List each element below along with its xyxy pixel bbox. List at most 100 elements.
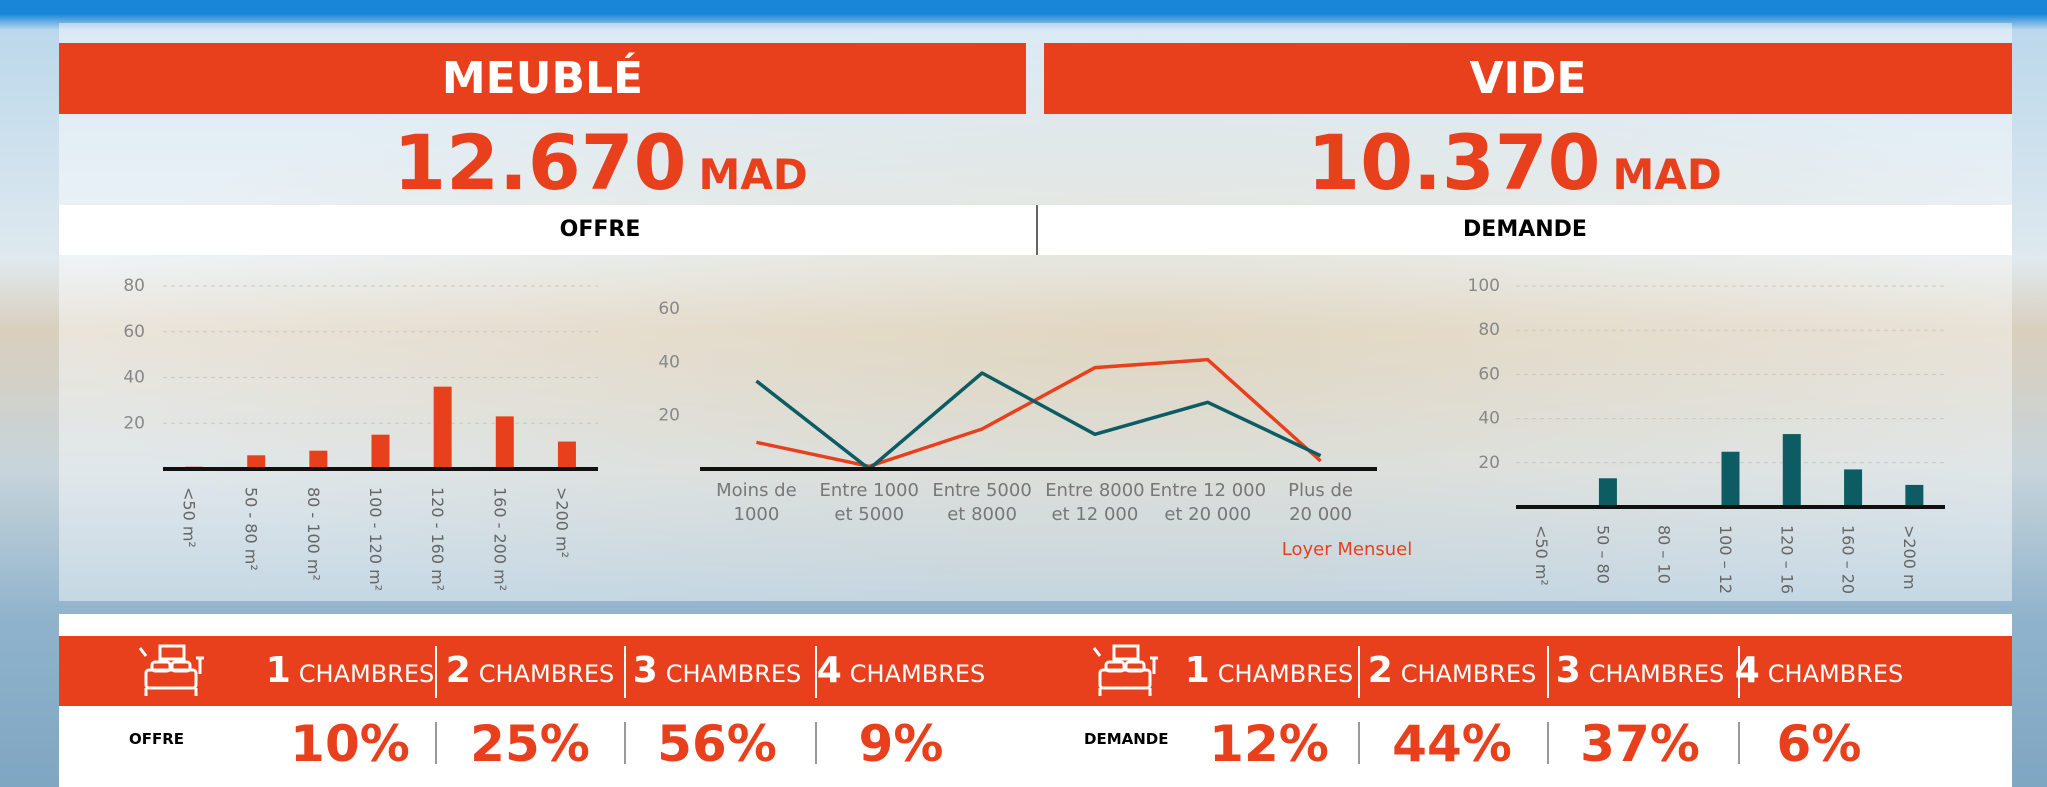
y-tick-label: 20	[123, 413, 145, 433]
separator	[1358, 646, 1360, 698]
x-tick-label: 80 – 10	[1655, 525, 1674, 584]
y-tick-label: 100	[1468, 276, 1500, 296]
charts: 20 40 60 80 <50 m² 50 - 80 m² 80 - 100 m² 100 -…	[123, 276, 1945, 594]
x-tick-label: et 8000	[947, 504, 1017, 525]
room-unit: CHAMBRES	[478, 660, 615, 688]
amount-unit: MAD	[1612, 150, 1722, 199]
strip-label: OFFRE	[559, 217, 641, 242]
room-type: 3 CHAMBRES	[1556, 636, 1725, 706]
amount-unit: MAD	[698, 150, 808, 199]
x-tick-label: et 20 000	[1164, 504, 1251, 525]
room-count: 4	[816, 650, 842, 691]
x-tick-label: Moins de	[716, 480, 797, 501]
bed-icon	[138, 644, 204, 696]
x-tick-label: 160 - 200 m²	[490, 487, 509, 591]
separator	[1547, 722, 1549, 764]
x-axis-label: Loyer Mensuel	[1282, 539, 1412, 560]
x-tick-label: 20 000	[1289, 504, 1352, 525]
separator	[624, 722, 626, 764]
room-unit: CHAMBRES	[298, 660, 435, 688]
bar	[1721, 451, 1740, 507]
line-series	[756, 357, 1322, 469]
room-share: 9%	[858, 715, 944, 773]
x-tick-label: >200 m²	[552, 487, 571, 558]
room-share: 25%	[470, 715, 590, 773]
separator	[815, 646, 817, 698]
room-share: 44%	[1392, 715, 1512, 773]
room-share: 56%	[657, 715, 777, 773]
amount-value: 12.670	[393, 118, 687, 207]
x-tick-label: 120 - 160 m²	[428, 487, 447, 591]
x-tick-label: 160 – 20	[1839, 525, 1858, 594]
room-share: 10%	[290, 715, 410, 773]
x-tick-label: >200 m	[1900, 525, 1919, 590]
x-tick-label: 50 – 80	[1593, 525, 1612, 584]
bar	[1782, 434, 1801, 507]
separator	[624, 646, 626, 698]
panel-title: VIDE	[1044, 43, 2012, 114]
room-unit: CHAMBRES	[1588, 660, 1725, 688]
bar	[1598, 478, 1617, 507]
room-count: 4	[1734, 650, 1760, 691]
x-tick-label: 50 - 80 m²	[242, 487, 261, 571]
x-tick-label: Plus de	[1288, 480, 1353, 501]
panel-title: MEUBLÉ	[59, 43, 1026, 114]
y-tick-label: 40	[658, 352, 680, 372]
x-tick-label: Entre 1000	[820, 480, 919, 501]
bar	[1844, 469, 1863, 507]
bar	[247, 455, 266, 469]
room-type: 1 CHAMBRES	[1185, 636, 1354, 706]
x-tick-label: 100 – 12	[1716, 525, 1735, 594]
separator	[435, 646, 437, 698]
x-tick-label: Entre 8000	[1045, 480, 1144, 501]
bar	[371, 434, 390, 469]
x-tick-label: 1000	[734, 504, 780, 525]
bed-icon	[1092, 644, 1158, 696]
separator	[1738, 722, 1740, 764]
amount: 10.370 MAD	[1031, 118, 1998, 207]
room-unit: CHAMBRES	[849, 660, 986, 688]
label-strip	[59, 205, 2012, 255]
room-count: 1	[265, 650, 291, 691]
rooms-label: DEMANDE	[1084, 730, 1169, 748]
x-tick-label: <50 m²	[180, 487, 199, 548]
y-tick-label: 40	[123, 368, 145, 388]
x-tick-label: et 5000	[834, 504, 904, 525]
room-type: 4 CHAMBRES	[1735, 636, 1904, 706]
room-share: 37%	[1580, 715, 1700, 773]
y-tick-label: 20	[658, 406, 680, 426]
panel-backdrop	[59, 23, 2012, 601]
y-tick-label: 60	[658, 299, 680, 319]
amount-value: 10.370	[1307, 118, 1601, 207]
room-unit: CHAMBRES	[1217, 660, 1354, 688]
x-tick-label: et 12 000	[1051, 504, 1138, 525]
room-count: 2	[445, 650, 471, 691]
x-tick-label: Entre 12 000	[1149, 480, 1266, 501]
room-count: 3	[1555, 650, 1581, 691]
room-type: 2 CHAMBRES	[1368, 636, 1537, 706]
room-share: 6%	[1776, 715, 1862, 773]
y-tick-label: 60	[123, 322, 145, 342]
room-unit: CHAMBRES	[665, 660, 802, 688]
x-tick-label: 100 - 120 m²	[366, 487, 385, 591]
separator	[1547, 646, 1549, 698]
separator	[815, 722, 817, 764]
room-count: 3	[632, 650, 658, 691]
room-type: 4 CHAMBRES	[817, 636, 986, 706]
room-share: 12%	[1209, 715, 1329, 773]
y-tick-label: 80	[123, 276, 145, 296]
room-count: 2	[1367, 650, 1393, 691]
y-tick-label: 40	[1478, 409, 1500, 429]
divider	[1036, 205, 1038, 255]
bar	[1905, 484, 1924, 507]
room-type: 2 CHAMBRES	[446, 636, 615, 706]
y-tick-label: 60	[1478, 364, 1500, 384]
room-unit: CHAMBRES	[1400, 660, 1537, 688]
amount: 12.670 MAD	[117, 118, 1084, 207]
bar	[557, 441, 576, 469]
x-tick-label: Entre 5000	[932, 480, 1031, 501]
rooms-bar	[59, 636, 2012, 706]
room-type: 1 CHAMBRES	[266, 636, 435, 706]
rooms-label: OFFRE	[129, 730, 185, 748]
